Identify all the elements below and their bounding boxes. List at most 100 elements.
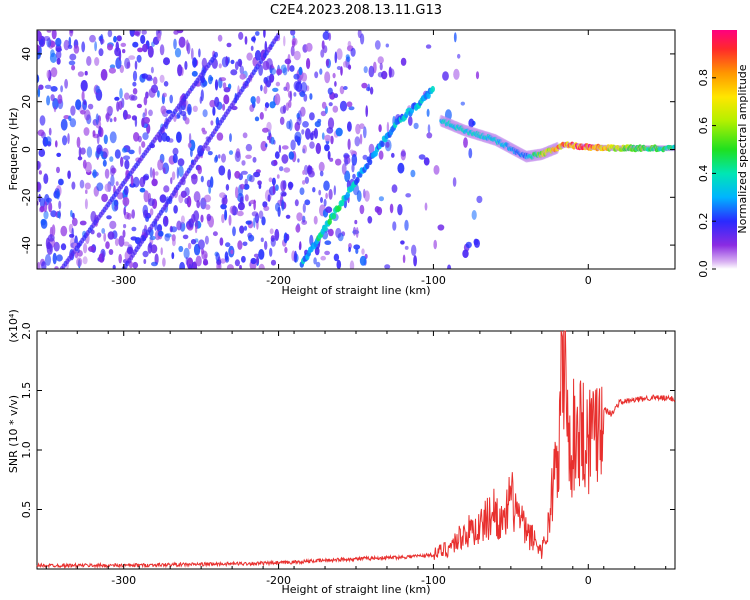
- spectrogram-noise-blob: [174, 47, 182, 58]
- spectrogram-noise-blob: [88, 246, 95, 252]
- spectrogram-noise-blob: [154, 171, 159, 176]
- spectrogram-noise-blob: [367, 216, 373, 224]
- spectrogram-noise-blob: [212, 106, 216, 116]
- spectrogram-noise-blob: [221, 153, 226, 163]
- spectrogram-noise-blob: [39, 205, 45, 213]
- spectrogram-noise-blob: [367, 83, 371, 92]
- spectrogram-noise-blob: [388, 66, 392, 78]
- spectrogram-noise-blob: [239, 73, 246, 80]
- spectrogram-noise-blob: [282, 104, 287, 114]
- spectrogram-noise-blob: [70, 105, 76, 116]
- spectrogram-noise-blob: [433, 165, 440, 175]
- spectrogram-noise-blob: [347, 64, 352, 70]
- spectrogram-noise-blob: [413, 122, 419, 130]
- spectrogram-noise-blob: [234, 151, 241, 163]
- spectrogram-noise-blob: [270, 259, 277, 266]
- spectrogram-noise-blob: [324, 30, 329, 33]
- spectrogram-noise-blob: [46, 243, 53, 255]
- spectrogram-noise-blob: [453, 68, 460, 80]
- spectrogram-noise-blob: [238, 31, 244, 40]
- spectrogram-noise-blob: [336, 66, 342, 70]
- spectrogram-noise-blob: [305, 42, 313, 52]
- spectrogram-noise-blob: [177, 64, 183, 77]
- spectrogram-noise-blob: [389, 203, 394, 214]
- spectrogram-x-tick-label: 0: [585, 274, 592, 287]
- spectrogram-noise-blob: [365, 105, 369, 118]
- snr-y-tick-label: 1.5: [20, 382, 33, 400]
- spectrogram-diagonal-mark: [365, 162, 370, 170]
- spectrogram-noise-blob: [361, 82, 368, 89]
- spectrogram-noise-blob: [122, 229, 126, 238]
- spectrogram-noise-blob: [304, 199, 311, 206]
- spectrogram-noise-blob: [360, 33, 365, 45]
- spectrogram-noise-blob: [56, 166, 60, 174]
- spectrogram-noise-blob: [192, 105, 198, 113]
- spectrogram-noise-blob: [50, 67, 58, 78]
- spectrogram-noise-blob: [285, 233, 290, 241]
- spectrogram-noise-blob: [221, 213, 225, 224]
- spectrogram-noise-blob: [77, 71, 84, 77]
- spectrogram-noise-blob: [260, 140, 268, 152]
- spectrogram-noise-blob: [301, 129, 305, 135]
- spectrogram-noise-blob: [378, 124, 382, 133]
- spectrogram-noise-blob: [279, 116, 285, 125]
- spectrogram-noise-blob: [324, 144, 330, 152]
- spectrogram-noise-blob: [335, 158, 342, 166]
- spectrogram-noise-blob: [397, 204, 403, 216]
- colorbar-tick-label: 0.6: [697, 117, 710, 135]
- spectrogram-noise-blob: [354, 219, 358, 225]
- spectrogram-noise-blob: [77, 156, 83, 161]
- spectrogram-noise-blob: [131, 226, 137, 232]
- spectrogram-noise-blob: [334, 51, 338, 64]
- spectrogram-noise-blob: [124, 92, 130, 100]
- spectrogram-noise-blob: [309, 112, 315, 121]
- spectrogram-noise-blob: [293, 73, 300, 80]
- spectrogram-noise-blob: [274, 93, 281, 106]
- spectrogram-noise-blob: [157, 33, 162, 42]
- spectrogram-noise-blob: [269, 247, 273, 257]
- spectrogram-noise-blob: [63, 39, 70, 51]
- spectrogram-noise-blob: [320, 49, 325, 58]
- spectrogram-noise-blob: [340, 66, 343, 76]
- spectrogram-noise-blob: [191, 173, 198, 185]
- spectrogram-noise-blob: [96, 133, 100, 145]
- spectrogram-noise-blob: [178, 36, 186, 48]
- spectrogram-noise-blob: [442, 71, 449, 81]
- spectrogram-noise-blob: [48, 127, 52, 136]
- spectrogram-noise-blob: [50, 49, 55, 58]
- spectrogram-noise-blob: [160, 247, 163, 256]
- spectrogram-noise-blob: [206, 213, 212, 222]
- colorbar-tick-label: 0.0: [697, 260, 710, 278]
- spectrogram-noise-blob: [219, 77, 227, 82]
- spectrogram-noise-blob: [460, 101, 465, 106]
- spectrogram-noise-blob: [348, 246, 351, 253]
- spectrogram-noise-blob: [180, 190, 187, 198]
- spectrogram-noise-blob: [37, 74, 40, 84]
- spectrogram-noise-blob: [250, 96, 256, 104]
- spectrogram-noise-blob: [269, 67, 277, 75]
- spectrogram-noise-blob: [46, 70, 50, 79]
- spectrogram-noise-blob: [274, 151, 280, 159]
- spectrogram-noise-blob: [271, 177, 276, 186]
- spectrogram-noise-blob: [57, 94, 63, 104]
- spectrogram-noise-blob: [44, 254, 52, 266]
- spectrogram-noise-blob: [53, 241, 60, 252]
- spectrogram-noise-blob: [113, 35, 117, 43]
- snr-y-axis-title: SNR (10 * v/v): [7, 395, 20, 473]
- spectrogram-noise-blob: [184, 117, 190, 125]
- spectrogram-noise-blob: [333, 185, 336, 196]
- spectrogram-x-tick-label: -300: [111, 274, 136, 287]
- spectrogram-noise-blob: [423, 157, 430, 166]
- spectrogram-noise-blob: [55, 37, 62, 47]
- spectrogram-noise-blob: [202, 130, 208, 135]
- spectrogram-noise-blob: [37, 50, 41, 60]
- spectrogram-noise-blob: [122, 155, 131, 160]
- spectrogram-noise-blob: [219, 237, 224, 246]
- spectrogram-noise-blob: [191, 70, 198, 77]
- spectrogram-noise-blob: [44, 84, 52, 89]
- spectrogram-noise-blob: [220, 258, 226, 264]
- spectrogram-noise-blob: [134, 60, 138, 70]
- spectrogram-noise-blob: [56, 188, 60, 200]
- spectrogram-noise-blob: [39, 115, 46, 126]
- spectrogram-noise-blob: [123, 241, 130, 247]
